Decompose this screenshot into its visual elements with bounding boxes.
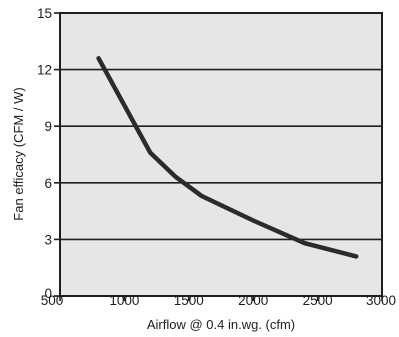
y-tick-label: 15 bbox=[37, 6, 52, 21]
plot-frame bbox=[59, 12, 383, 297]
y-tick-label: 3 bbox=[44, 232, 52, 247]
y-tick-label: 12 bbox=[37, 63, 52, 78]
series-line bbox=[96, 56, 359, 259]
gridlines bbox=[60, 68, 382, 241]
x-tick-label: 2500 bbox=[303, 293, 333, 308]
y-axis-ticks: 0 3 6 9 12 15 bbox=[37, 6, 60, 301]
y-axis-label: Fan efficacy (CFM / W) bbox=[11, 87, 26, 220]
x-axis-label: Airflow @ 0.4 in.wg. (cfm) bbox=[147, 317, 295, 332]
y-tick-label: 6 bbox=[44, 176, 52, 191]
x-tick-label: 1500 bbox=[174, 293, 204, 308]
x-tick-label: 2000 bbox=[238, 293, 268, 308]
y-tick-label: 9 bbox=[44, 119, 52, 134]
y-tick-label: 0 bbox=[44, 286, 52, 301]
x-tick-label: 3000 bbox=[366, 293, 396, 308]
plot-area bbox=[60, 13, 382, 296]
x-axis-ticks: 500 1000 1500 2000 2500 3000 bbox=[41, 293, 396, 308]
x-tick-label: 1000 bbox=[109, 293, 139, 308]
